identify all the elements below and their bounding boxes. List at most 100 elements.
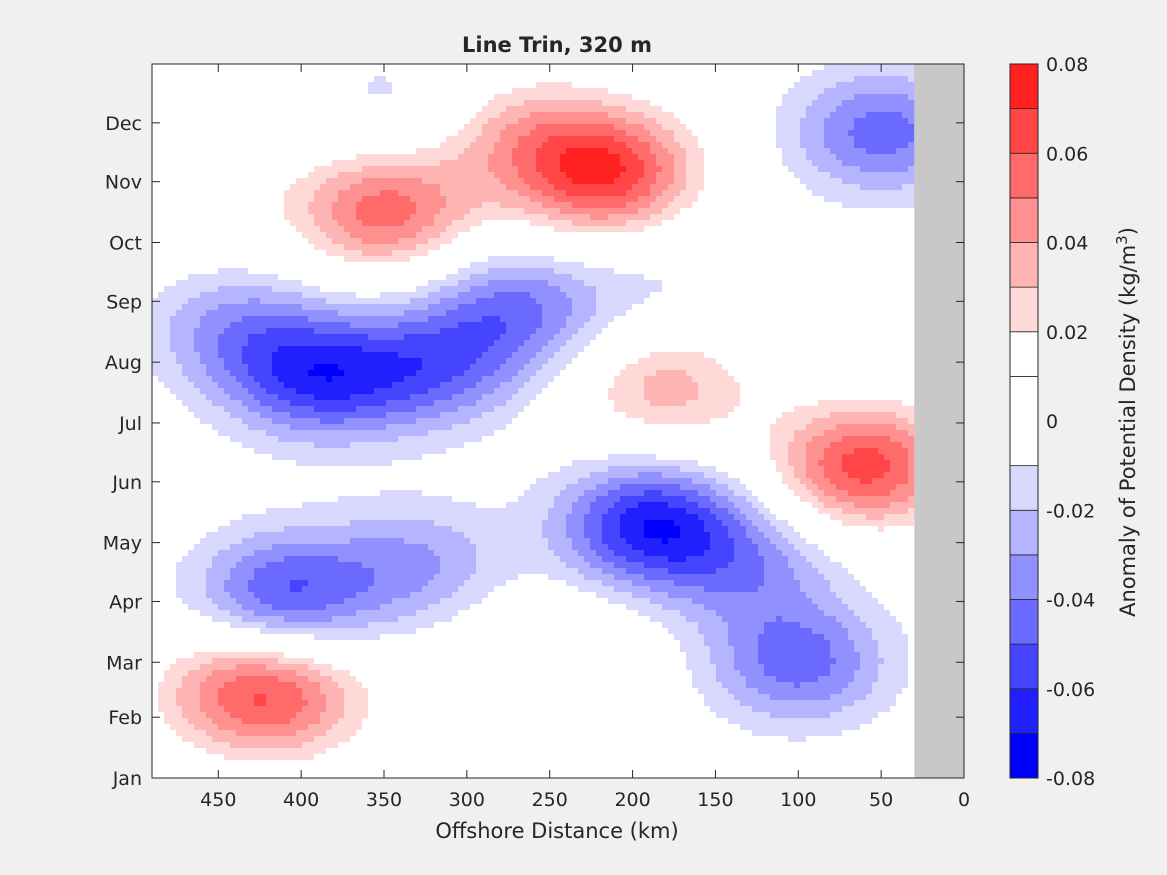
field-cell — [440, 130, 447, 137]
field-cell — [530, 226, 537, 233]
field-cell — [266, 244, 273, 251]
field-cell — [242, 226, 249, 233]
field-cell — [620, 244, 627, 251]
field-cell — [830, 112, 837, 119]
field-cell — [692, 106, 699, 113]
field-cell — [332, 142, 339, 149]
field-cell — [266, 64, 273, 71]
field-cell — [608, 214, 615, 221]
field-cell — [518, 184, 525, 191]
field-cell — [518, 112, 525, 119]
field-cell — [152, 118, 159, 125]
field-cell — [572, 232, 579, 239]
field-cell — [284, 64, 291, 71]
field-cell — [242, 142, 249, 149]
field-cell — [530, 280, 537, 287]
field-cell — [446, 112, 453, 119]
field-cell — [518, 250, 525, 257]
field-cell — [674, 256, 681, 263]
field-cell — [620, 190, 627, 197]
field-cell — [290, 142, 297, 149]
field-cell — [896, 268, 903, 275]
field-cell — [854, 292, 861, 299]
field-cell — [416, 76, 423, 83]
field-cell — [224, 160, 231, 167]
field-cell — [176, 262, 183, 269]
field-cell — [266, 88, 273, 95]
field-cell — [488, 274, 495, 281]
field-cell — [290, 184, 297, 191]
field-cell — [482, 250, 489, 257]
field-cell — [266, 184, 273, 191]
field-cell — [494, 256, 501, 263]
field-cell — [710, 64, 717, 71]
field-cell — [236, 202, 243, 209]
field-cell — [680, 268, 687, 275]
field-cell — [902, 226, 909, 233]
field-cell — [248, 184, 255, 191]
field-cell — [746, 250, 753, 257]
field-cell — [692, 244, 699, 251]
field-cell — [428, 106, 435, 113]
field-cell — [410, 178, 417, 185]
field-cell — [662, 226, 669, 233]
field-cell — [698, 250, 705, 257]
field-cell — [284, 280, 291, 287]
field-cell — [326, 202, 333, 209]
field-cell — [482, 232, 489, 239]
field-cell — [644, 220, 651, 227]
field-cell — [524, 214, 531, 221]
field-cell — [746, 64, 753, 71]
field-cell — [506, 124, 513, 131]
field-cell — [524, 238, 531, 245]
field-cell — [848, 244, 855, 251]
field-cell — [890, 160, 897, 167]
field-cell — [578, 238, 585, 245]
field-cell — [386, 154, 393, 161]
field-cell — [764, 250, 771, 257]
field-cell — [800, 124, 807, 131]
field-cell — [404, 70, 411, 77]
field-cell — [896, 100, 903, 107]
field-cell — [470, 112, 477, 119]
field-cell — [158, 280, 165, 287]
field-cell — [482, 196, 489, 203]
field-cell — [338, 136, 345, 143]
field-cell — [278, 154, 285, 161]
field-cell — [848, 178, 855, 185]
field-cell — [362, 172, 369, 179]
field-cell — [836, 112, 843, 119]
field-cell — [206, 130, 213, 137]
field-cell — [632, 106, 639, 113]
field-cell — [530, 244, 537, 251]
field-cell — [662, 64, 669, 71]
field-cell — [764, 154, 771, 161]
field-cell — [464, 178, 471, 185]
field-cell — [404, 202, 411, 209]
field-cell — [524, 244, 531, 251]
field-cell — [530, 292, 537, 299]
field-cell — [494, 142, 501, 149]
field-cell — [830, 148, 837, 155]
field-cell — [404, 286, 411, 293]
field-cell — [620, 130, 627, 137]
field-cell — [494, 148, 501, 155]
field-cell — [218, 100, 225, 107]
field-cell — [866, 100, 873, 107]
field-cell — [824, 268, 831, 275]
field-cell — [554, 130, 561, 137]
field-cell — [218, 136, 225, 143]
field-cell — [374, 232, 381, 239]
field-cell — [890, 124, 897, 131]
field-cell — [884, 238, 891, 245]
field-cell — [548, 280, 555, 287]
field-cell — [668, 226, 675, 233]
field-cell — [410, 136, 417, 143]
field-cell — [506, 82, 513, 89]
field-cell — [308, 82, 315, 89]
field-cell — [260, 88, 267, 95]
field-cell — [854, 280, 861, 287]
field-cell — [230, 232, 237, 239]
field-cell — [770, 262, 777, 269]
field-cell — [476, 160, 483, 167]
